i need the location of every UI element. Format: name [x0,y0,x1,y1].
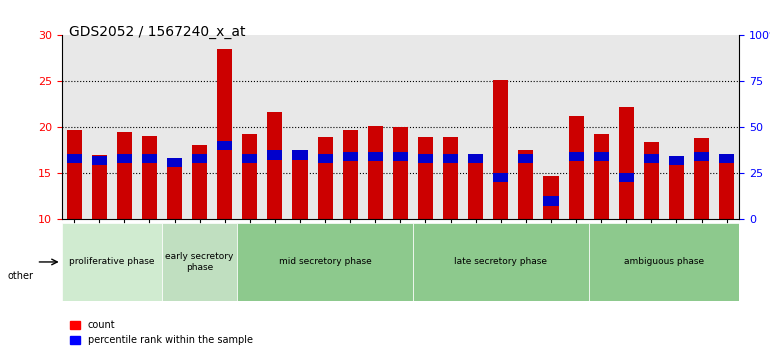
Bar [142,136,157,219]
Bar [368,152,383,161]
Bar [343,152,358,161]
Bar [343,130,358,219]
Bar [167,158,182,167]
Bar [644,154,659,163]
Bar [568,116,584,219]
Bar [393,152,408,161]
Text: early secretory
phase: early secretory phase [166,252,234,272]
Text: mid secretory phase: mid secretory phase [279,257,371,267]
Bar [544,196,558,206]
Bar [468,154,484,163]
FancyBboxPatch shape [413,223,588,301]
Bar [518,150,534,219]
Bar [619,172,634,182]
Bar [694,138,709,219]
Bar [67,154,82,163]
Bar [293,150,307,160]
Text: proliferative phase: proliferative phase [69,257,155,267]
Bar [468,154,484,219]
Bar [293,157,307,219]
Text: other: other [8,271,34,281]
Bar [494,80,508,219]
Bar [418,154,433,163]
Bar [117,132,132,219]
Bar [192,154,207,163]
Bar [267,112,283,219]
FancyBboxPatch shape [62,223,162,301]
Bar [393,126,408,219]
Bar [368,126,383,219]
FancyBboxPatch shape [588,223,739,301]
Bar [217,49,233,219]
Bar [568,152,584,161]
Bar [544,176,558,219]
Bar [243,154,257,163]
Bar [669,162,684,219]
Bar [243,134,257,219]
Bar [494,172,508,182]
Bar [192,145,207,219]
Bar [594,134,609,219]
Bar [92,156,107,165]
Bar [669,156,684,165]
Bar [719,154,734,163]
Bar [117,154,132,163]
FancyBboxPatch shape [162,223,237,301]
Bar [644,142,659,219]
Bar [518,154,534,163]
Bar [619,107,634,219]
Bar [317,137,333,219]
Bar [317,154,333,163]
Text: GDS2052 / 1567240_x_at: GDS2052 / 1567240_x_at [69,25,246,39]
Bar [167,163,182,219]
Text: ambiguous phase: ambiguous phase [624,257,704,267]
Bar [443,137,458,219]
Bar [443,154,458,163]
Legend: count, percentile rank within the sample: count, percentile rank within the sample [66,316,256,349]
Bar [594,152,609,161]
Bar [142,154,157,163]
Bar [267,150,283,160]
Bar [694,152,709,161]
Bar [92,155,107,219]
FancyBboxPatch shape [237,223,413,301]
Bar [217,141,233,150]
Text: late secretory phase: late secretory phase [454,257,547,267]
Bar [719,160,734,219]
Bar [67,130,82,219]
Bar [418,137,433,219]
